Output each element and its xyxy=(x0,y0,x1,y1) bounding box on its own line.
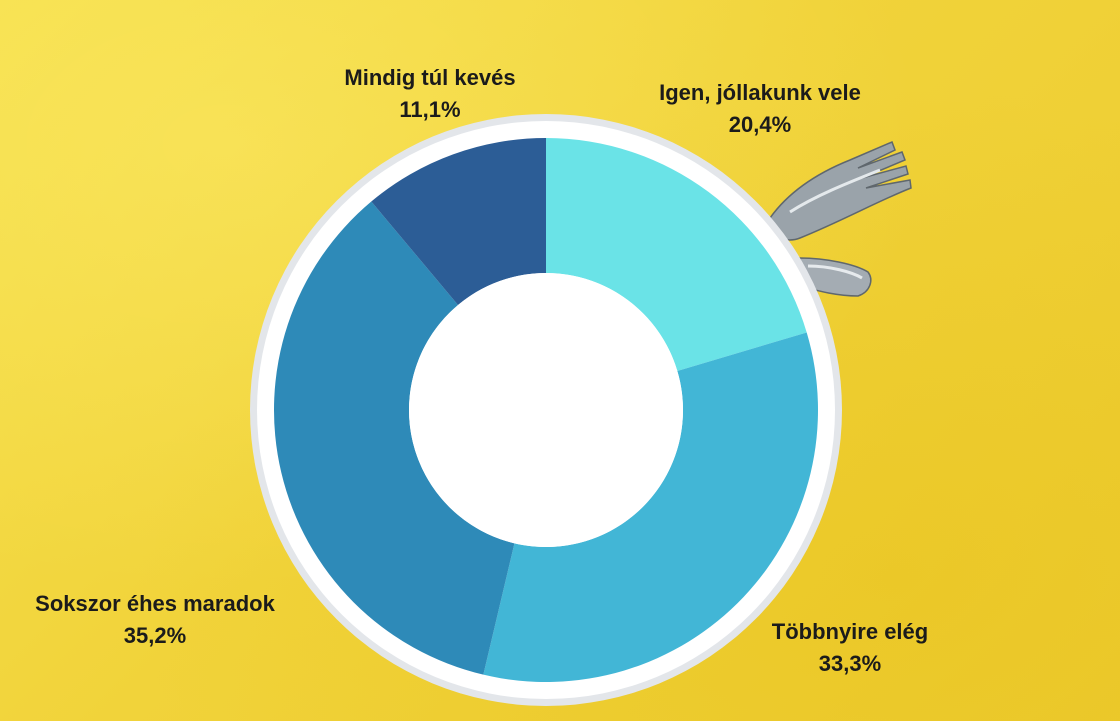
pie-slice xyxy=(371,138,546,305)
slice-label-name: Igen, jóllakunk vele xyxy=(659,80,861,105)
fork-icon xyxy=(769,141,912,241)
slice-label-value: 20,4% xyxy=(728,112,792,137)
pie-slice xyxy=(273,201,515,675)
slice-label: Igen, jóllakunk vele 20,4% xyxy=(600,77,920,141)
slice-label-value: 33,3% xyxy=(818,651,882,676)
slice-label: Sokszor éhes maradok 35,2% xyxy=(0,588,310,652)
pie-slice xyxy=(546,138,807,371)
donut-hole xyxy=(409,273,683,547)
slice-label: Mindig túl kevés 11,1% xyxy=(270,62,590,126)
slice-label: Többnyire elég 33,3% xyxy=(700,616,1000,680)
donut-slices xyxy=(273,138,819,683)
slice-label-value: 11,1% xyxy=(399,97,461,122)
slice-label-name: Többnyire elég xyxy=(771,619,929,644)
knife-icon xyxy=(799,257,872,297)
pie-slice xyxy=(483,332,819,683)
slice-label-name: Sokszor éhes maradok xyxy=(35,591,275,616)
slice-label-value: 35,2% xyxy=(123,623,187,648)
slice-label-name: Mindig túl kevés xyxy=(344,65,516,90)
